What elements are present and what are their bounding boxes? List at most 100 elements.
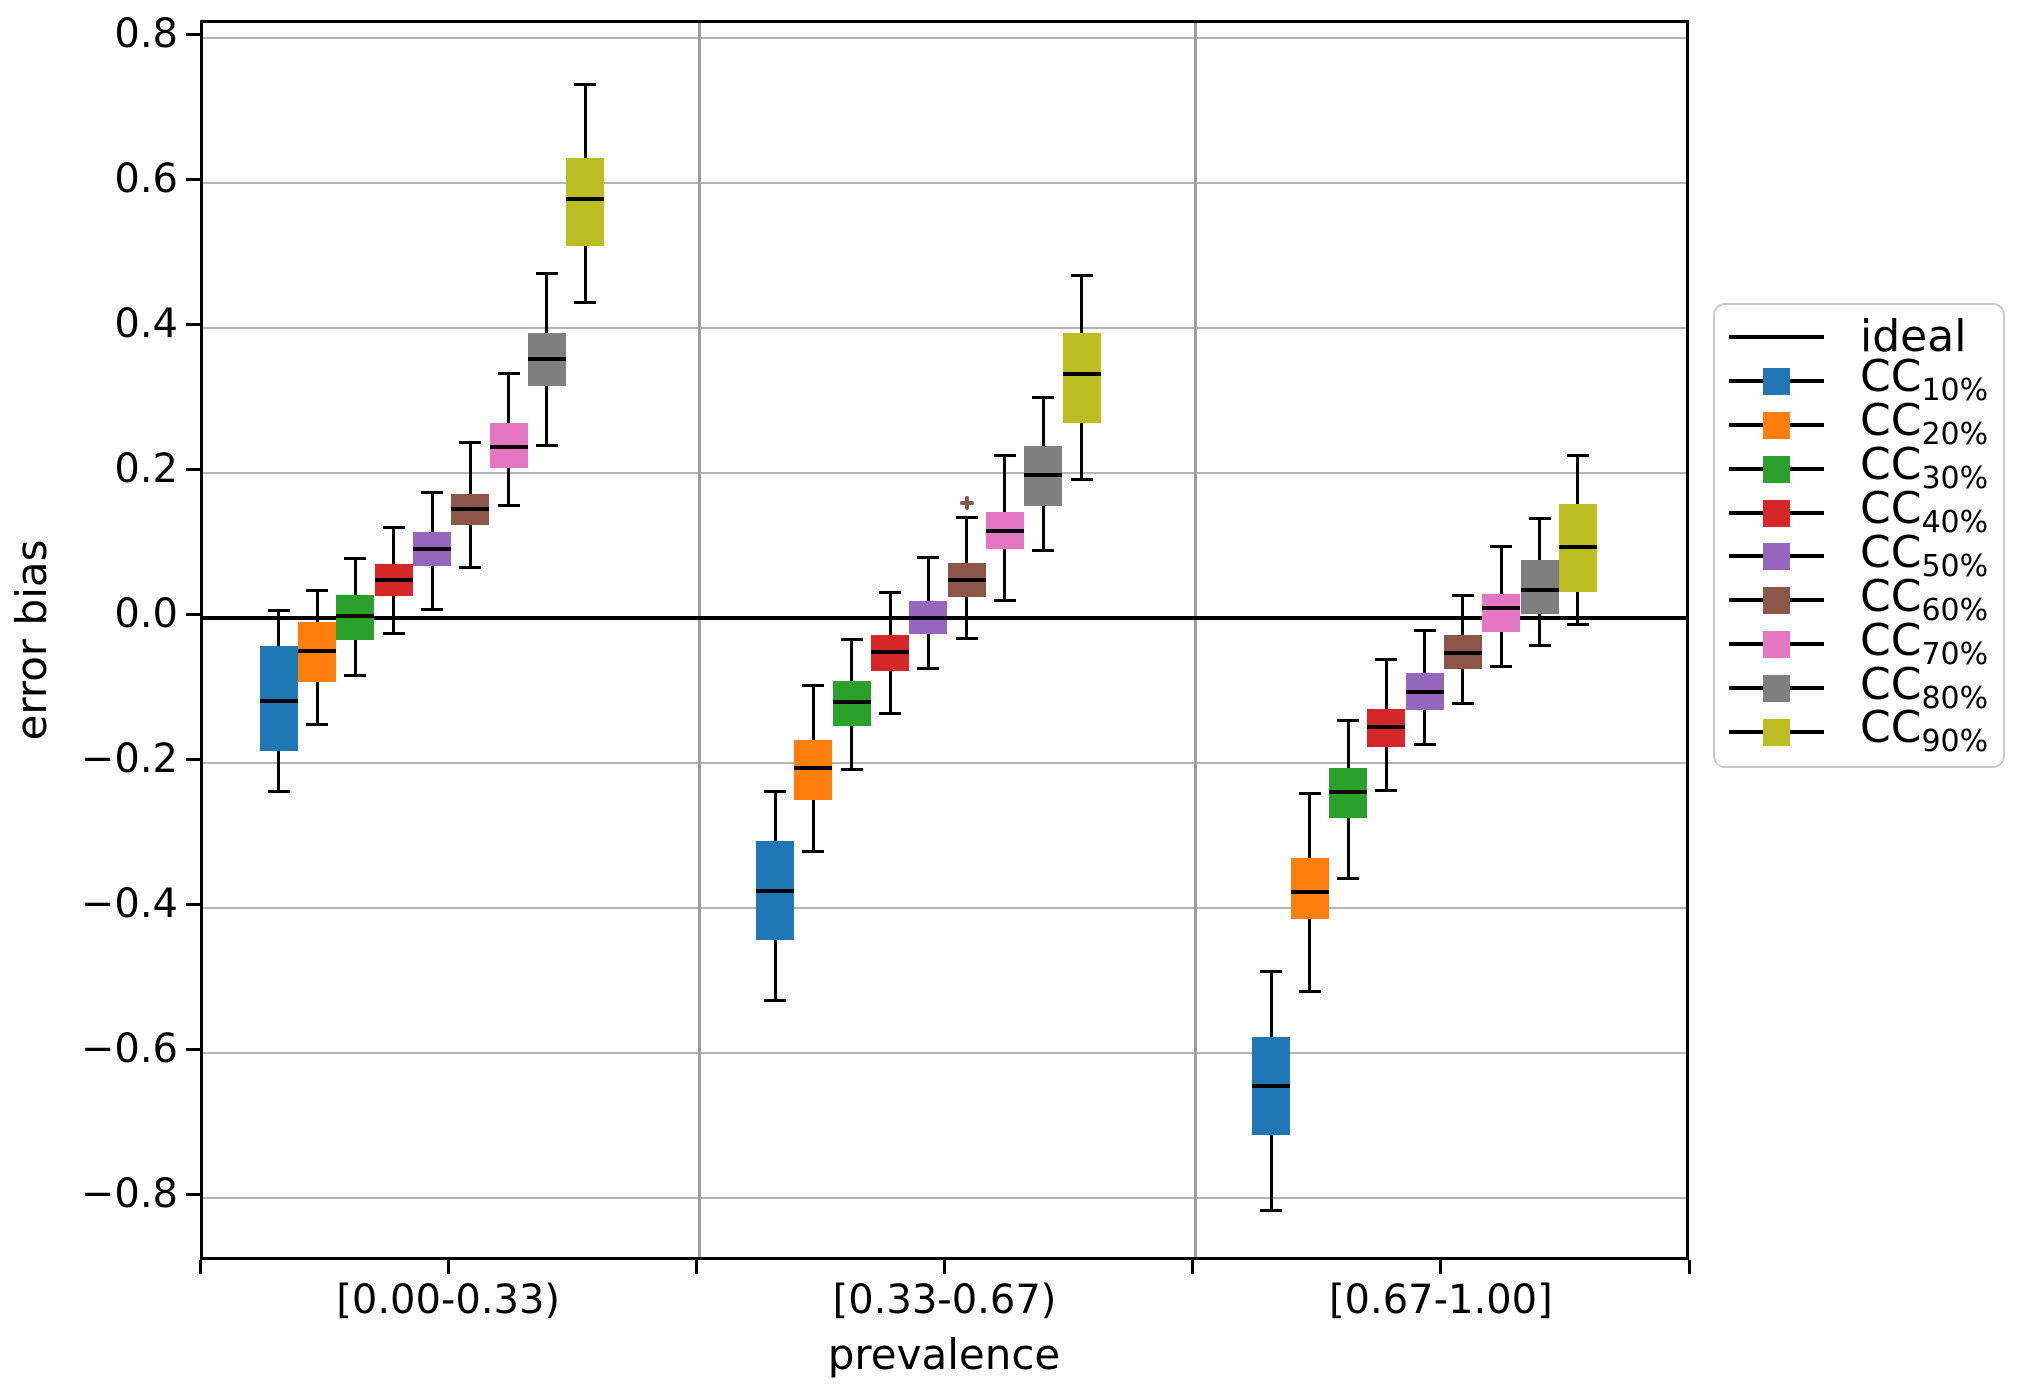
whisker-cap-bottom [1032, 548, 1055, 552]
whisker-cap-top [382, 526, 405, 530]
median-line [1062, 371, 1101, 376]
whisker-cap-bottom [1413, 743, 1436, 747]
legend-entry-label-main: CC [1860, 395, 1922, 447]
whisker-cap-bottom [955, 637, 978, 641]
whisker-cap-top [1260, 969, 1283, 973]
whisker-cap-top [802, 684, 825, 688]
median-line [566, 197, 605, 202]
whisker-cap-top [421, 491, 444, 495]
legend-entry-label-main: CC [1860, 439, 1922, 491]
legend-entry-label-subscript: 30% [1921, 461, 1989, 497]
whisker-cap-bottom [421, 608, 444, 612]
x-tick-mark-center [446, 1260, 450, 1274]
whisker-cap-top [344, 556, 367, 560]
x-axis-label: prevalence [827, 1330, 1061, 1379]
y-tick-label: 0.4 [114, 300, 178, 347]
legend-marker-swatch [1763, 631, 1790, 659]
median-line [909, 615, 948, 620]
box-rect [259, 645, 298, 752]
median-line [1443, 651, 1482, 656]
whisker-cap-top [764, 790, 787, 794]
median-line [1558, 544, 1597, 549]
median-line [832, 700, 871, 705]
median-line [985, 528, 1024, 533]
median-line [871, 650, 910, 655]
flier-plus-bar-v [964, 496, 969, 511]
y-tick-mark [186, 1193, 200, 1197]
legend-entry-label-main: CC [1860, 658, 1922, 710]
y-tick-mark [186, 1048, 200, 1052]
box-rect [1062, 332, 1101, 424]
y-tick-mark [186, 613, 200, 617]
x-tick-label: [0.33-0.67) [832, 1277, 1057, 1323]
legend-marker-swatch [1763, 499, 1790, 527]
whisker-cap-bottom [344, 674, 367, 678]
legend-entry-CC60: CC60% [1729, 574, 2003, 625]
y-tick-label: 0.8 [114, 10, 178, 57]
legend-entry-label-subscript: 60% [1921, 592, 1989, 628]
whisker-cap-bottom [1260, 1208, 1283, 1212]
whisker-cap-bottom [917, 666, 940, 670]
legend-marker-swatch [1763, 367, 1790, 395]
whisker-cap-top [1413, 629, 1436, 633]
legend-entry-CC30: CC30% [1729, 443, 2003, 494]
whisker-cap-bottom [459, 566, 482, 570]
median-line [1367, 725, 1406, 730]
legend-entry-label: CC40% [1860, 487, 1988, 538]
box-rect [794, 740, 833, 800]
box-rect [1520, 560, 1559, 614]
legend-entry-label-subscript: 50% [1921, 548, 1989, 584]
legend-entry-CC80: CC80% [1729, 662, 2003, 713]
legend-marker [1729, 495, 1824, 531]
whisker-cap-bottom [1298, 990, 1321, 994]
legend-entry-CC70: CC70% [1729, 618, 2003, 669]
median-line [1520, 588, 1559, 593]
y-grid-line [203, 326, 1686, 329]
median-line [794, 765, 833, 770]
whisker-cap-top [1298, 792, 1321, 796]
whisker-cap-top [459, 440, 482, 444]
whisker-cap-top [1337, 719, 1360, 723]
legend-marker-swatch [1763, 675, 1790, 703]
whisker-cap-bottom [382, 632, 405, 636]
legend-entry-CC40: CC40% [1729, 487, 2003, 538]
y-grid-line [203, 906, 1686, 909]
whisker-cap-top [1032, 395, 1055, 399]
y-tick-mark [186, 33, 200, 36]
legend-entry-label: CC50% [1860, 530, 1989, 584]
legend-marker [1729, 363, 1824, 399]
legend-ideal-line-icon [1729, 334, 1824, 339]
x-tick-mark-boundary [1687, 1260, 1691, 1274]
whisker-cap-top [840, 637, 863, 641]
x-tick-mark-boundary [1191, 1260, 1195, 1274]
x-tick-mark-center [1439, 1260, 1443, 1274]
legend-entry-CC90: CC90% [1729, 706, 2003, 757]
whisker-cap-bottom [1566, 622, 1589, 626]
median-line [1405, 690, 1444, 695]
x-tick-mark-boundary [198, 1260, 202, 1274]
y-tick-label: 0.2 [114, 445, 178, 492]
median-line [298, 648, 337, 653]
legend-marker-swatch [1763, 543, 1790, 571]
whisker-cap-top [535, 272, 558, 276]
median-line [1290, 889, 1329, 894]
whisker-cap-bottom [1490, 665, 1513, 669]
whisker-cap-top [1451, 594, 1474, 598]
y-tick-label: 0.6 [114, 155, 178, 202]
legend-marker-swatch [1763, 411, 1790, 439]
group-separator-line [1194, 23, 1198, 1257]
group-separator-line [697, 23, 701, 1257]
whisker-cap-top [1490, 545, 1513, 549]
flier-plus-icon [959, 496, 974, 511]
y-tick-mark [186, 323, 200, 327]
median-line [413, 546, 452, 551]
median-line [527, 357, 566, 362]
y-tick-label: −0.4 [80, 880, 178, 927]
whisker-cap-bottom [1070, 477, 1093, 481]
legend-marker [1729, 582, 1824, 618]
whisker-cap-top [1375, 658, 1398, 662]
legend-marker [1729, 670, 1824, 706]
whisker-cap-top [574, 83, 597, 87]
legend-entry-label-main: CC [1860, 526, 1922, 578]
legend-entry-label-main: ideal [1860, 310, 1967, 362]
